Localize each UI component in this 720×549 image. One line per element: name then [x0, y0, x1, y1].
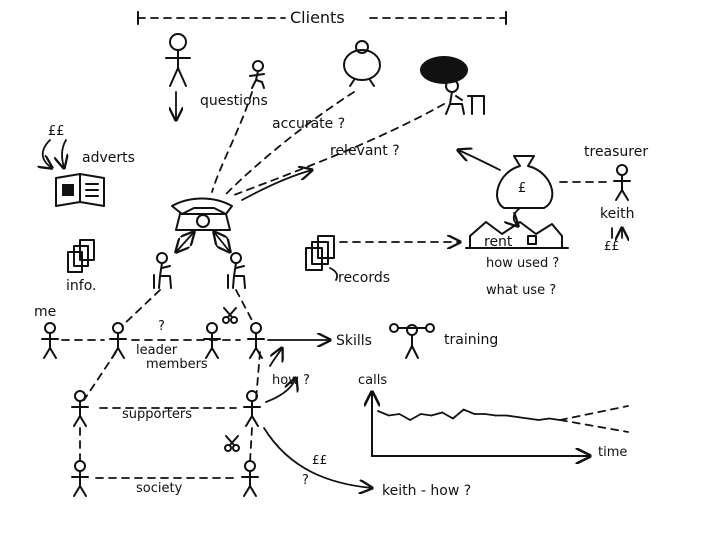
supporter-figure-right — [243, 390, 261, 427]
arrow-phone-to-operator-left — [176, 232, 194, 252]
label-question-bottom: ? — [302, 473, 309, 488]
chart-point-14 — [527, 417, 529, 420]
telephone-icon — [171, 197, 233, 231]
client-tall-figure — [165, 33, 191, 87]
chart-point-15 — [537, 419, 540, 421]
label-society: society — [136, 481, 183, 496]
chart-point-13 — [516, 416, 518, 418]
chart-point-1 — [387, 414, 390, 417]
arrow-supporters-how — [265, 378, 296, 403]
label-questions: questions — [200, 93, 268, 109]
arrow-pounds-to-adverts-1 — [43, 139, 52, 168]
arrows-keith-pounds — [612, 228, 622, 238]
line-operator-left-to-leader — [121, 289, 161, 327]
treasurer-figure — [613, 164, 631, 201]
chart-point-7 — [452, 417, 454, 420]
operator-right-figure — [227, 252, 246, 289]
label-info: info. — [66, 278, 96, 294]
arrow-phone-to-relevant — [241, 170, 312, 201]
document-stack-icon-info — [67, 239, 95, 273]
label-training: training — [444, 332, 498, 348]
clients-title: Clients — [290, 8, 345, 27]
chart-point-0 — [377, 410, 379, 412]
label-rent: rent — [484, 234, 513, 250]
label-what-use: what use ? — [486, 283, 556, 298]
line-round-to-phone — [225, 91, 355, 195]
newspaper-icon — [55, 173, 105, 207]
label-leader: leader — [136, 343, 178, 358]
member-figure-2 — [247, 322, 265, 359]
chart-point-10 — [484, 413, 486, 415]
document-stack-icon-records — [305, 235, 335, 271]
chart-series-line — [377, 408, 561, 422]
chart-point-17 — [559, 419, 561, 421]
calls-chart: calls time — [358, 373, 629, 460]
line-worried-to-phone — [233, 103, 445, 196]
label-me: me — [34, 304, 56, 320]
society-figure-left — [71, 460, 89, 497]
label-records: records — [338, 270, 390, 286]
house-icon — [465, 221, 569, 249]
label-supporters: supporters — [122, 407, 192, 422]
chart-projection-down — [559, 419, 629, 433]
tick-records — [329, 267, 338, 281]
chart-point-2 — [398, 413, 401, 415]
label-members: members — [146, 357, 208, 372]
chart-xlabel: time — [598, 445, 627, 460]
line-supporter-to-society-right — [249, 427, 253, 463]
label-question-leader: ? — [158, 319, 165, 334]
chart-point-5 — [430, 414, 433, 417]
money-bag-icon: £ — [496, 155, 554, 209]
operator-left-figure — [153, 252, 172, 289]
chart-point-4 — [420, 413, 422, 415]
arrow-supporters-to-keith — [263, 427, 372, 488]
chart-point-9 — [473, 413, 476, 415]
scissors-icon-top — [222, 307, 238, 324]
chart-projection-up — [559, 405, 629, 421]
label-pounds-bottom: ££ — [312, 453, 327, 467]
client-child-figure — [249, 60, 265, 89]
label-pounds-keith: ££ — [604, 239, 619, 253]
arrow-bag-to-relevant — [458, 150, 501, 171]
label-keith-how: keith - how ? — [382, 483, 471, 499]
label-how-used: how used ? — [486, 256, 559, 271]
label-keith: keith — [600, 206, 634, 222]
trainer-figure — [389, 323, 435, 359]
arrow-phone-to-operator-right — [214, 232, 230, 252]
chart-projection — [559, 405, 629, 433]
chart-point-11 — [494, 414, 497, 417]
label-adverts: adverts — [82, 150, 135, 166]
client-worried-figure — [420, 56, 485, 115]
line-child-to-phone — [211, 91, 253, 193]
chart-point-8 — [462, 408, 465, 411]
chart-ylabel: calls — [358, 373, 387, 388]
chart-point-3 — [409, 419, 411, 421]
chart-point-12 — [505, 414, 508, 417]
arrow-how-up — [269, 348, 282, 367]
chart-point-6 — [441, 411, 444, 414]
me-figure — [41, 322, 59, 359]
chart-point-16 — [548, 417, 551, 420]
society-figure-right — [241, 460, 259, 497]
line-member-to-supporter — [255, 351, 261, 401]
client-round-figure — [343, 40, 381, 87]
arrow-pounds-to-adverts-2 — [62, 139, 66, 168]
leader-figure — [109, 322, 127, 359]
svg-text:£: £ — [518, 181, 526, 196]
supporter-figure-left — [71, 390, 89, 427]
label-pounds-adverts: ££ — [48, 124, 65, 139]
label-skills: Skills — [336, 333, 372, 349]
line-operator-right-to-member — [235, 289, 255, 325]
line-leader-to-supporter — [83, 351, 117, 401]
label-treasurer: treasurer — [584, 144, 648, 160]
scissors-icon-bottom — [224, 435, 240, 452]
label-relevant: relevant ? — [330, 143, 400, 159]
